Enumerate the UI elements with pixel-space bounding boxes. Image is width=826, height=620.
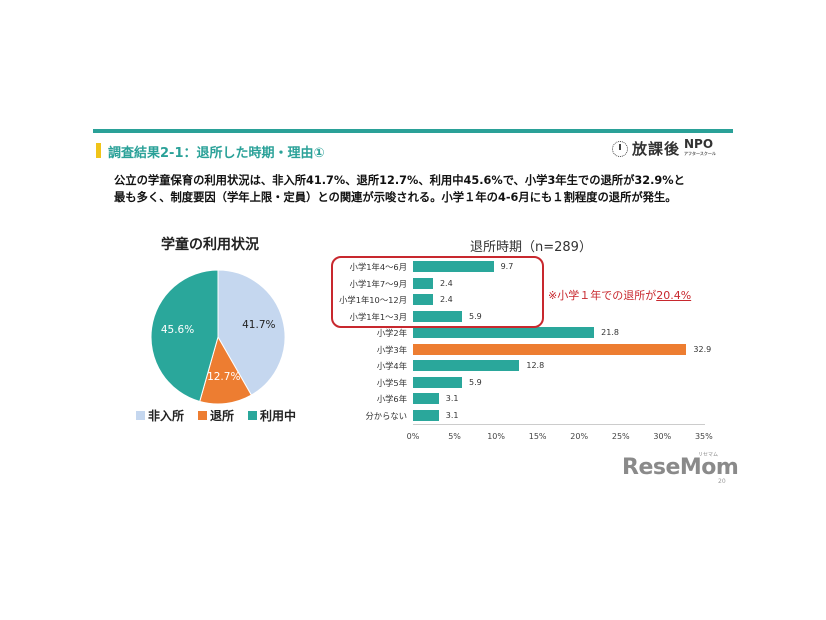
bar — [413, 294, 433, 305]
bar — [413, 393, 439, 404]
bar — [413, 376, 463, 388]
bar-category-label: 小学4年 — [376, 361, 407, 371]
resemom-logo: ReseMom — [622, 455, 739, 480]
title-accent-bar — [96, 143, 101, 158]
x-tick-label: 30% — [653, 432, 672, 441]
pie-chart — [151, 270, 285, 404]
x-tick-label: 25% — [611, 432, 630, 441]
bar-value-label: 3.1 — [445, 394, 459, 403]
x-tick-label: 10% — [487, 432, 505, 441]
summary-line-1: 公立の学童保育の利用状況は、非入所41.7%、退所12.7%、利用中45.6%で… — [114, 174, 685, 187]
logo-npo-text: NPO — [684, 136, 714, 151]
note-prefix: ※小学１年での退所が — [548, 289, 657, 302]
legend-swatch — [136, 411, 145, 420]
bar-category-label: 小学3年 — [376, 344, 407, 355]
bar-chart-title: 退所時期（n=289） — [470, 240, 592, 255]
logo-text: 放課後 — [632, 140, 681, 158]
resemom-kana: リセマム — [698, 452, 719, 458]
bar — [413, 360, 520, 371]
bar-category-label: 分からない — [365, 410, 408, 421]
page-number: 20 — [718, 478, 726, 485]
bar-category-label: 小学1年1～3月 — [349, 311, 407, 322]
logo-npo: NPO アフタースクール — [684, 136, 716, 159]
note-value: 20.4% — [656, 289, 692, 302]
bar-value-label: 12.8 — [526, 361, 545, 370]
bar — [413, 343, 687, 355]
pie-value-label: 12.7% — [207, 371, 241, 384]
pie-chart-title: 学童の利用状況 — [161, 237, 259, 253]
bar-value-label: 5.9 — [469, 377, 482, 387]
x-tick-label: 5% — [448, 432, 461, 441]
bar-category-label: 小学6年 — [376, 394, 407, 404]
x-axis — [413, 424, 705, 425]
bar-value-label: 21.8 — [601, 328, 619, 337]
bar-category-label: 小学1年4～6月 — [349, 262, 407, 272]
bar — [413, 310, 463, 322]
x-tick-label: 15% — [528, 432, 547, 441]
bar-value-label: 2.4 — [439, 295, 453, 304]
pie-value-label: 41.7% — [242, 319, 276, 332]
legend-label: 非入所 — [148, 409, 185, 423]
summary-line-2: 最も多く、制度要因（学年上限・定員）との関連が示唆される。小学１年の4-6月にも… — [114, 191, 677, 204]
bar — [413, 277, 433, 289]
bar — [413, 327, 595, 338]
clock-icon — [612, 140, 628, 157]
legend-label: 退所 — [210, 409, 235, 423]
pie-slice — [151, 270, 219, 403]
bar-value-label: 32.9 — [693, 344, 712, 354]
bar-category-label: 小学5年 — [376, 377, 407, 388]
bar-value-label: 9.7 — [500, 262, 514, 271]
pie-value-label: 45.6% — [160, 324, 195, 337]
legend-swatch — [198, 411, 208, 420]
bar-value-label: 5.9 — [469, 311, 482, 321]
bar-category-label: 小学2年 — [376, 328, 407, 338]
x-tick-label: 0% — [406, 432, 420, 441]
pie-slice — [217, 270, 285, 396]
legend-item: 非入所 — [136, 407, 184, 424]
legend-item: 利用中 — [248, 407, 296, 424]
bar-category-label: 小学1年10～12月 — [339, 295, 407, 305]
legend-swatch — [248, 411, 258, 420]
summary-text: 公立の学童保育の利用状況は、非入所41.7%、退所12.7%、利用中45.6%で… — [114, 172, 734, 206]
logo-subtext: アフタースクール — [684, 150, 716, 156]
bar — [413, 409, 439, 421]
pie-legend: 非入所 退所 利用中 — [136, 407, 296, 424]
header-divider — [93, 129, 733, 133]
legend-item: 退所 — [198, 407, 234, 424]
bar-value-label: 2.4 — [439, 278, 453, 288]
legend-label: 利用中 — [260, 409, 297, 423]
first-grade-highlight-box — [331, 256, 544, 328]
bar-category-label: 小学1年7～9月 — [349, 278, 407, 289]
first-grade-note: ※小学１年での退所が20.4% — [548, 287, 691, 303]
slide-title: 調査結果2-1：退所した時期・理由① — [108, 146, 325, 161]
x-tick-label: 35% — [694, 432, 713, 441]
bar — [413, 261, 494, 272]
x-tick-label: 20% — [570, 432, 589, 441]
npo-logo: 放課後 NPO アフタースクール — [612, 138, 716, 159]
bar-value-label: 3.1 — [445, 410, 459, 420]
